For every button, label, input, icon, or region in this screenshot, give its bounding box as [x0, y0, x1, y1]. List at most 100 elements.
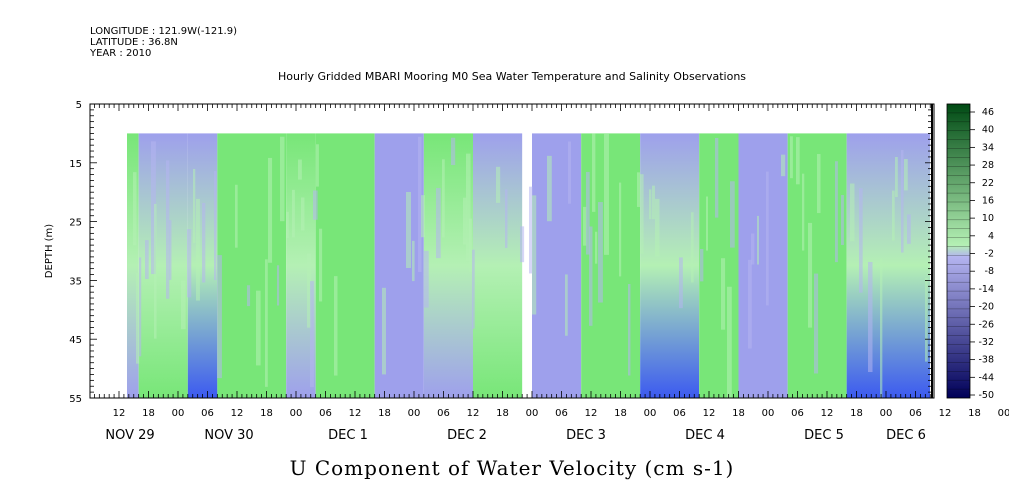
x-hour-label: 00	[526, 408, 539, 419]
heatmap-streak	[907, 214, 911, 244]
heatmap-streak	[136, 272, 140, 364]
heatmap-streak	[589, 226, 593, 326]
heatmap-streak	[790, 136, 793, 179]
heatmap-streak	[154, 203, 157, 339]
heatmap-streak	[187, 229, 192, 298]
heatmap-streak	[715, 137, 719, 218]
x-day-label: DEC 5	[804, 428, 844, 443]
x-day-label: DEC 1	[328, 428, 368, 443]
heatmap-streak	[214, 170, 217, 281]
y-tick-label: 55	[69, 394, 82, 405]
colorbar-label: -50	[978, 390, 994, 401]
heatmap-band	[640, 133, 700, 398]
y-tick-label: 45	[69, 335, 82, 346]
x-hour-label: 18	[378, 408, 391, 419]
x-hour-label: 18	[968, 408, 981, 419]
heatmap-streak	[841, 195, 844, 245]
heatmap-streak	[472, 249, 475, 329]
chart-title: Hourly Gridded MBARI Mooring M0 Sea Wate…	[278, 70, 746, 83]
heatmap-streak	[817, 154, 821, 214]
x-hour-label: 18	[496, 408, 509, 419]
x-day-label: DEC 6	[886, 428, 926, 443]
longitude-label: LONGITUDE : 121.9W(-121.9)	[90, 26, 237, 37]
heatmap-streak	[286, 211, 289, 239]
heatmap-streak	[757, 215, 760, 265]
heatmap-streak	[640, 174, 644, 254]
heatmap-streak	[310, 281, 314, 388]
heatmap-streak	[298, 159, 302, 180]
heatmap-streak	[583, 206, 587, 246]
heatmap-streak	[463, 197, 467, 245]
x-hour-label: 06	[909, 408, 922, 419]
x-hour-label: 12	[585, 408, 598, 419]
x-hour-label: 18	[732, 408, 745, 419]
heatmap-band	[127, 133, 139, 398]
heatmap-streak	[721, 258, 726, 330]
x-hour-label: 06	[555, 408, 568, 419]
colorbar-label: -26	[978, 319, 994, 330]
heatmap-streak	[748, 259, 752, 349]
colorbar: 46 40 34 28 22 16 10 4 -2 -8 -14 -20 -26 -32 -38 -44 -50	[946, 103, 994, 401]
heatmap-streak	[307, 253, 312, 328]
heatmap-streak	[595, 231, 598, 264]
heatmap-band	[738, 133, 788, 398]
heatmap-streak	[901, 150, 904, 253]
heatmap-streak	[637, 172, 640, 207]
heatmap-streak	[619, 182, 622, 277]
colorbar-label: -32	[978, 337, 994, 348]
x-hour-label: 00	[172, 408, 185, 419]
heatmap-streak	[217, 255, 222, 379]
heatmap-streak	[145, 240, 149, 280]
x-hour-label: 12	[939, 408, 952, 419]
heatmap-streak	[679, 257, 683, 309]
y-tick-label: 15	[69, 159, 82, 170]
heatmap-streak	[895, 156, 898, 198]
heatmap-streak	[796, 137, 800, 185]
heatmap-streak	[868, 261, 873, 373]
colorbar-label: -20	[978, 302, 994, 313]
x-day-label: DEC 2	[447, 428, 487, 443]
x-hour-label: 06	[673, 408, 686, 419]
x-day-label: NOV 30	[204, 428, 253, 443]
x-day-label: DEC 3	[566, 428, 606, 443]
heatmap-streak	[565, 274, 568, 336]
heatmap-streak	[655, 198, 660, 257]
heatmap-streak	[421, 195, 425, 238]
heatmap-streak	[835, 161, 838, 263]
colorbar-label: -14	[978, 284, 994, 295]
colorbar-label: 34	[982, 142, 994, 153]
x-hour-label: 00	[762, 408, 775, 419]
heatmap-streak	[859, 188, 863, 293]
heatmap-streak	[235, 184, 238, 248]
heatmap-streak	[256, 290, 261, 366]
heatmap-streak	[649, 189, 652, 220]
heatmap-streak	[925, 277, 928, 362]
heatmap-streak	[301, 197, 305, 231]
colorbar-label: 28	[982, 160, 994, 171]
heatmap-streak	[628, 284, 631, 376]
x-hour-label: 12	[467, 408, 480, 419]
x-hour-label: 00	[644, 408, 657, 419]
heatmap-streak	[700, 248, 704, 282]
y-tick-label: 25	[69, 218, 82, 229]
colorbar-label: -8	[985, 266, 994, 277]
heatmap-streak	[247, 285, 251, 307]
heatmap-streak	[268, 157, 273, 263]
heatmap-streak	[586, 171, 590, 255]
heatmap-streak	[193, 168, 196, 243]
heatmap-band	[699, 133, 739, 398]
heatmap-streak	[466, 153, 471, 262]
heatmap-streak	[691, 212, 694, 283]
colorbar-gradient	[946, 103, 971, 399]
heatmap-streak	[730, 181, 735, 248]
heatmap-streak	[592, 133, 596, 212]
heatmap-streak	[166, 160, 170, 299]
heatmap-band	[423, 133, 473, 398]
heatmap-streak	[412, 240, 415, 282]
heatmap-streak	[292, 189, 295, 238]
heatmap-streak	[652, 185, 655, 220]
heatmap-streak	[496, 166, 501, 203]
heatmap-band	[315, 133, 375, 398]
x-axis: 12 18 00 06 12 18 00 06 12 18 00 06 12 18 00 06 12 18 00 06…	[94, 104, 1009, 443]
heatmap-streak	[313, 190, 318, 220]
